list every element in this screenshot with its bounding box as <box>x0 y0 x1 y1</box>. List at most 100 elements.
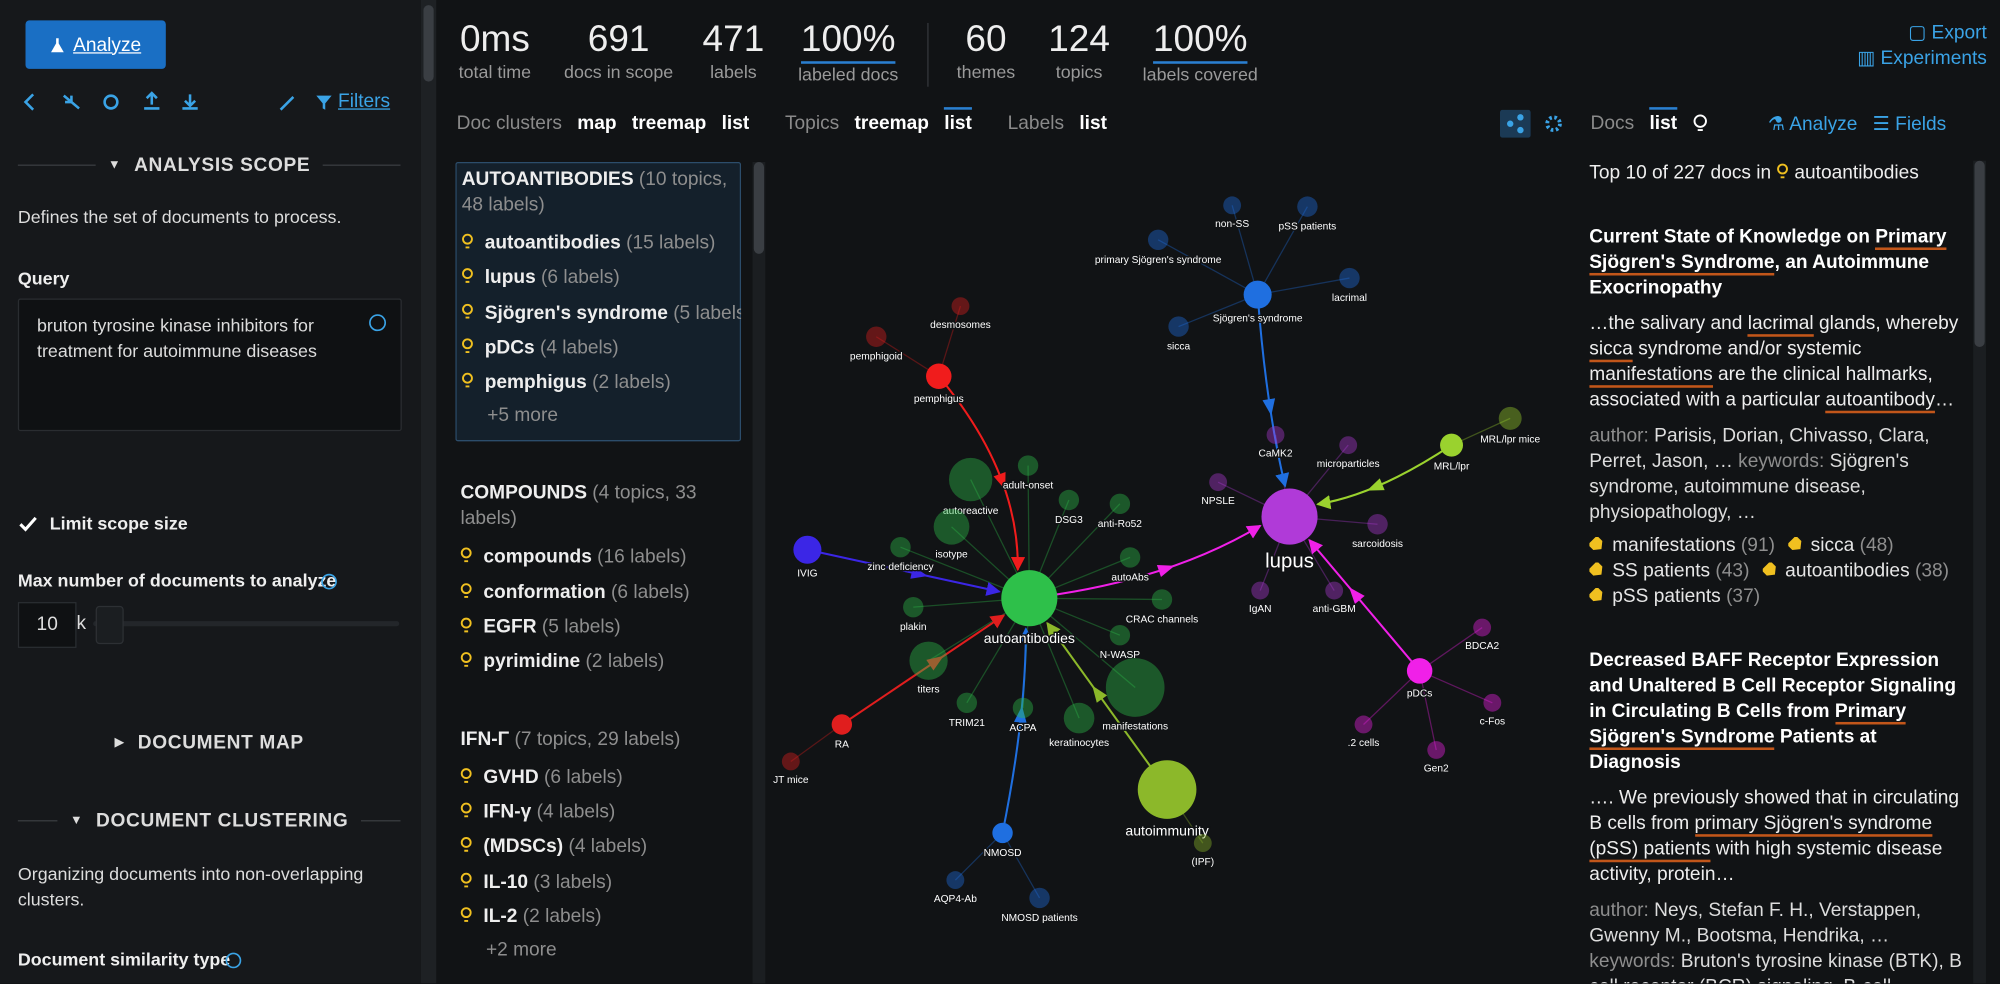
graph-node[interactable]: pDCs <box>1405 658 1434 701</box>
graph-node[interactable]: desmosomes <box>929 297 992 332</box>
topic-row[interactable]: autoantibodies (15 labels) <box>462 226 735 261</box>
graph-node[interactable]: CaMK2 <box>1257 426 1294 461</box>
graph-node[interactable]: c-Fos <box>1478 693 1506 729</box>
help-icon[interactable] <box>224 952 242 970</box>
tab-option[interactable]: treemap <box>854 112 929 134</box>
graph-node[interactable]: autoAbs <box>1110 547 1150 585</box>
fields-link[interactable]: ☰ Fields <box>1872 113 1947 136</box>
graph-node[interactable]: Gen2 <box>1422 741 1450 776</box>
graph-node[interactable]: N-WASP <box>1098 624 1142 663</box>
cluster-name[interactable]: AUTOANTIBODIES <box>461 168 634 191</box>
graph-node[interactable]: plakin <box>899 596 928 635</box>
slider-handle[interactable] <box>95 605 124 645</box>
graph-node[interactable]: pSS patients <box>1277 196 1338 234</box>
topic-row[interactable]: EGFR (5 labels) <box>460 610 736 645</box>
topic-row[interactable]: IL-2 (2 labels) <box>460 899 736 934</box>
cluster-name[interactable]: IFN-Γ <box>460 727 510 750</box>
graph-node[interactable]: sarcoidosis <box>1351 514 1404 552</box>
query-input[interactable]: bruton tyrosine kinase inhibitors for tr… <box>17 298 402 432</box>
graph-node[interactable]: lupus <box>1261 488 1318 574</box>
document-clustering-header[interactable]: ▼ DOCUMENT CLUSTERING <box>17 810 401 832</box>
experiments-link[interactable]: ▥ Experiments <box>1857 47 1987 69</box>
wand-filter-icons[interactable] <box>278 92 355 112</box>
bulb-icon[interactable] <box>1692 113 1707 133</box>
graph-node[interactable]: adult-onset <box>1001 455 1055 493</box>
graph-node[interactable]: MRL/lpr <box>1432 433 1471 474</box>
graph-node[interactable]: DSG3 <box>1054 489 1084 527</box>
graph-node[interactable]: autoantibodies <box>982 570 1076 647</box>
heading-topic[interactable]: autoantibodies <box>1794 161 1919 184</box>
analyze-link[interactable]: ⚗ Analyze <box>1767 113 1858 136</box>
document-map-header[interactable]: ▶ DOCUMENT MAP <box>18 732 401 754</box>
graph-node[interactable]: primary Sjögren's syndrome <box>1094 229 1223 267</box>
graph-node[interactable]: titers <box>909 641 948 697</box>
help-icon[interactable] <box>320 573 338 591</box>
filters-link[interactable]: Filters <box>338 90 391 113</box>
doc-title[interactable]: Current State of Knowledge on Primary Sj… <box>1589 224 1969 301</box>
graph-node[interactable]: IVIG <box>793 535 822 581</box>
graph-node[interactable]: non-SS <box>1214 196 1251 231</box>
graph-node[interactable]: isotype <box>933 508 970 562</box>
export-link[interactable]: ▢ Export <box>1908 21 1987 44</box>
graph-node[interactable]: AQP4-Ab <box>932 871 979 906</box>
graph-node[interactable]: JT mice <box>772 752 810 788</box>
graph-node[interactable]: lacrimal <box>1331 267 1368 305</box>
topic-row[interactable]: IFN-γ (4 labels) <box>460 795 736 830</box>
graph-node[interactable]: Sjögren's syndrome <box>1211 280 1304 326</box>
analyze-button[interactable]: Analyze <box>25 20 166 69</box>
topic-row[interactable]: IL-10 (3 labels) <box>460 864 736 899</box>
topic-row[interactable]: pDCs (4 labels) <box>462 330 735 365</box>
graph-node[interactable]: BDCA2 <box>1464 618 1501 654</box>
sidebar-scrollbar[interactable] <box>420 0 437 984</box>
tag[interactable]: pSS patients (37) <box>1589 585 1760 607</box>
graph-node[interactable]: NPSLE <box>1200 473 1236 508</box>
tab-option[interactable]: list <box>944 107 972 134</box>
topic-row[interactable]: pemphigus (2 labels) <box>462 365 735 400</box>
topic-graph[interactable]: autoantibodies lupus autoimmunity Sjögren's… <box>753 153 1569 983</box>
more-link[interactable]: +2 more <box>485 938 557 961</box>
tab-option[interactable]: list <box>1649 107 1678 134</box>
graph-node[interactable]: pemphigus <box>912 363 965 406</box>
graph-node[interactable]: zinc deficiency <box>866 536 936 575</box>
graph-node[interactable]: (IPF) <box>1190 834 1216 869</box>
topic-row[interactable]: compounds (16 labels) <box>460 540 736 575</box>
graph-node[interactable]: manifestations <box>1101 658 1169 734</box>
graph-node[interactable]: TRIM21 <box>947 692 987 730</box>
tag[interactable]: sicca (48) <box>1786 534 1894 556</box>
help-icon[interactable] <box>369 314 387 332</box>
tag[interactable]: autoantibodies (38) <box>1760 560 1949 582</box>
more-link[interactable]: +5 more <box>487 404 558 427</box>
graph-node[interactable]: microparticles <box>1315 436 1381 471</box>
topic-row[interactable]: pyrimidine (2 labels) <box>460 645 736 680</box>
tag[interactable]: manifestations (91) <box>1589 534 1775 556</box>
tab-option[interactable]: map <box>577 112 617 134</box>
graph-node[interactable]: RA <box>831 714 853 752</box>
topic-row[interactable]: GVHD (6 labels) <box>460 760 736 795</box>
tab-option[interactable]: list <box>1079 112 1108 134</box>
graph-node[interactable]: ACPA <box>1008 697 1038 735</box>
slider[interactable] <box>93 605 400 645</box>
graph-node[interactable]: autoreactive <box>942 457 1000 518</box>
graph-node[interactable]: MRL/lpr mice <box>1479 406 1542 447</box>
topic-row[interactable]: Sjögren's syndrome (5 labels) <box>462 295 741 330</box>
graph-node[interactable]: sicca <box>1166 316 1192 354</box>
graph-node[interactable]: anti-Ro52 <box>1096 493 1144 531</box>
graph-node[interactable]: IgAN <box>1247 581 1273 617</box>
max-docs-input[interactable]: 10 <box>17 602 77 648</box>
tag[interactable]: SS patients (43) <box>1589 560 1749 582</box>
graph-node[interactable]: CRAC channels <box>1124 589 1200 627</box>
topic-row[interactable]: lupus (6 labels) <box>462 261 735 296</box>
cluster-name[interactable]: COMPOUNDS <box>460 482 587 505</box>
doc-title[interactable]: Decreased BAFF Receptor Expression and U… <box>1589 648 1969 776</box>
checkbox[interactable] <box>18 514 38 534</box>
graph-node[interactable]: pemphigoid <box>849 326 904 364</box>
tab-option[interactable]: treemap <box>631 112 707 134</box>
tab-option[interactable]: list <box>721 112 750 134</box>
graph-controls[interactable] <box>1499 109 1571 138</box>
topic-row[interactable]: (MDSCs) (4 labels) <box>460 829 736 864</box>
docs-scrollbar[interactable] <box>1973 160 1986 984</box>
cluster-scrollbar[interactable] <box>752 161 766 984</box>
graph-node[interactable]: keratinocytes <box>1048 702 1111 751</box>
analysis-scope-header[interactable]: ▼ ANALYSIS SCOPE <box>17 154 401 176</box>
graph-node[interactable]: anti-GBM <box>1311 581 1357 617</box>
